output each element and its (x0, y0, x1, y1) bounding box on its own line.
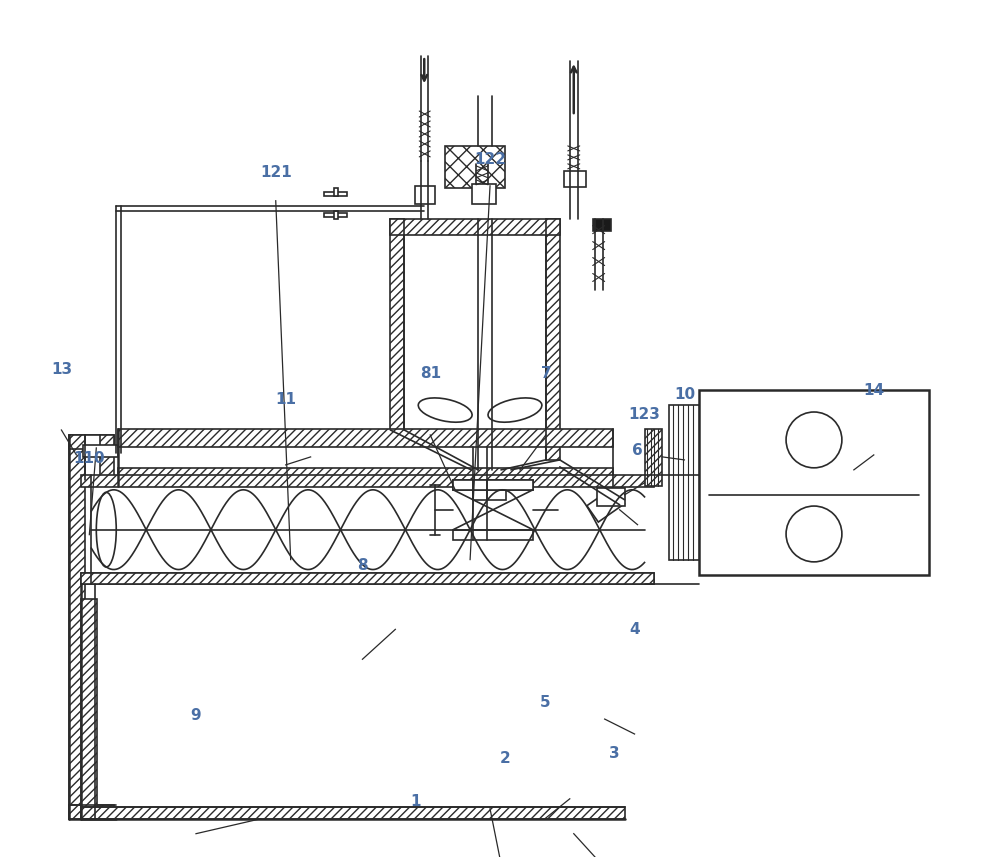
Bar (453, 529, 533, 540)
Text: 81: 81 (420, 366, 441, 381)
Bar (390, 219, 404, 430)
Bar (81, 807, 625, 819)
Bar (69, 435, 114, 449)
Text: 121: 121 (260, 165, 292, 180)
Bar (81, 474, 654, 486)
Bar (85, 435, 100, 449)
Text: 122: 122 (474, 152, 506, 167)
Bar (69, 435, 85, 819)
Text: 3: 3 (609, 746, 620, 762)
Bar (83, 445, 118, 457)
Bar (472, 184, 496, 203)
Text: 9: 9 (191, 708, 201, 723)
Bar (587, 487, 624, 522)
Bar (564, 171, 586, 187)
Bar (546, 219, 560, 460)
Bar (324, 213, 347, 217)
Bar (699, 390, 929, 575)
Bar (390, 219, 560, 234)
Bar (69, 805, 114, 819)
Text: 8: 8 (357, 559, 368, 573)
Bar (645, 429, 662, 486)
Bar (597, 488, 625, 505)
Text: 5: 5 (540, 695, 550, 710)
Bar (334, 211, 338, 219)
Bar (445, 146, 505, 188)
Ellipse shape (488, 398, 542, 422)
Text: 13: 13 (51, 361, 72, 377)
Bar (118, 468, 613, 486)
Text: 1: 1 (410, 794, 421, 808)
Bar (473, 470, 506, 499)
Ellipse shape (96, 492, 116, 567)
Bar (593, 219, 611, 231)
Bar (415, 186, 435, 203)
Bar (81, 600, 97, 819)
Bar (669, 405, 699, 559)
Bar (334, 188, 338, 196)
Text: 14: 14 (863, 383, 884, 398)
Bar (118, 429, 613, 447)
Text: 7: 7 (541, 366, 551, 381)
Bar (324, 192, 347, 196)
Text: 11: 11 (275, 391, 296, 407)
Text: 6: 6 (632, 443, 643, 458)
Bar (100, 435, 114, 480)
Ellipse shape (418, 398, 472, 422)
Bar (453, 480, 533, 490)
Text: 110: 110 (74, 451, 105, 467)
Text: 10: 10 (674, 387, 695, 402)
Bar (453, 480, 533, 490)
Bar (81, 572, 654, 584)
Text: 4: 4 (629, 622, 640, 637)
Text: 123: 123 (629, 407, 660, 422)
Text: 2: 2 (500, 751, 510, 765)
Bar (81, 572, 654, 584)
